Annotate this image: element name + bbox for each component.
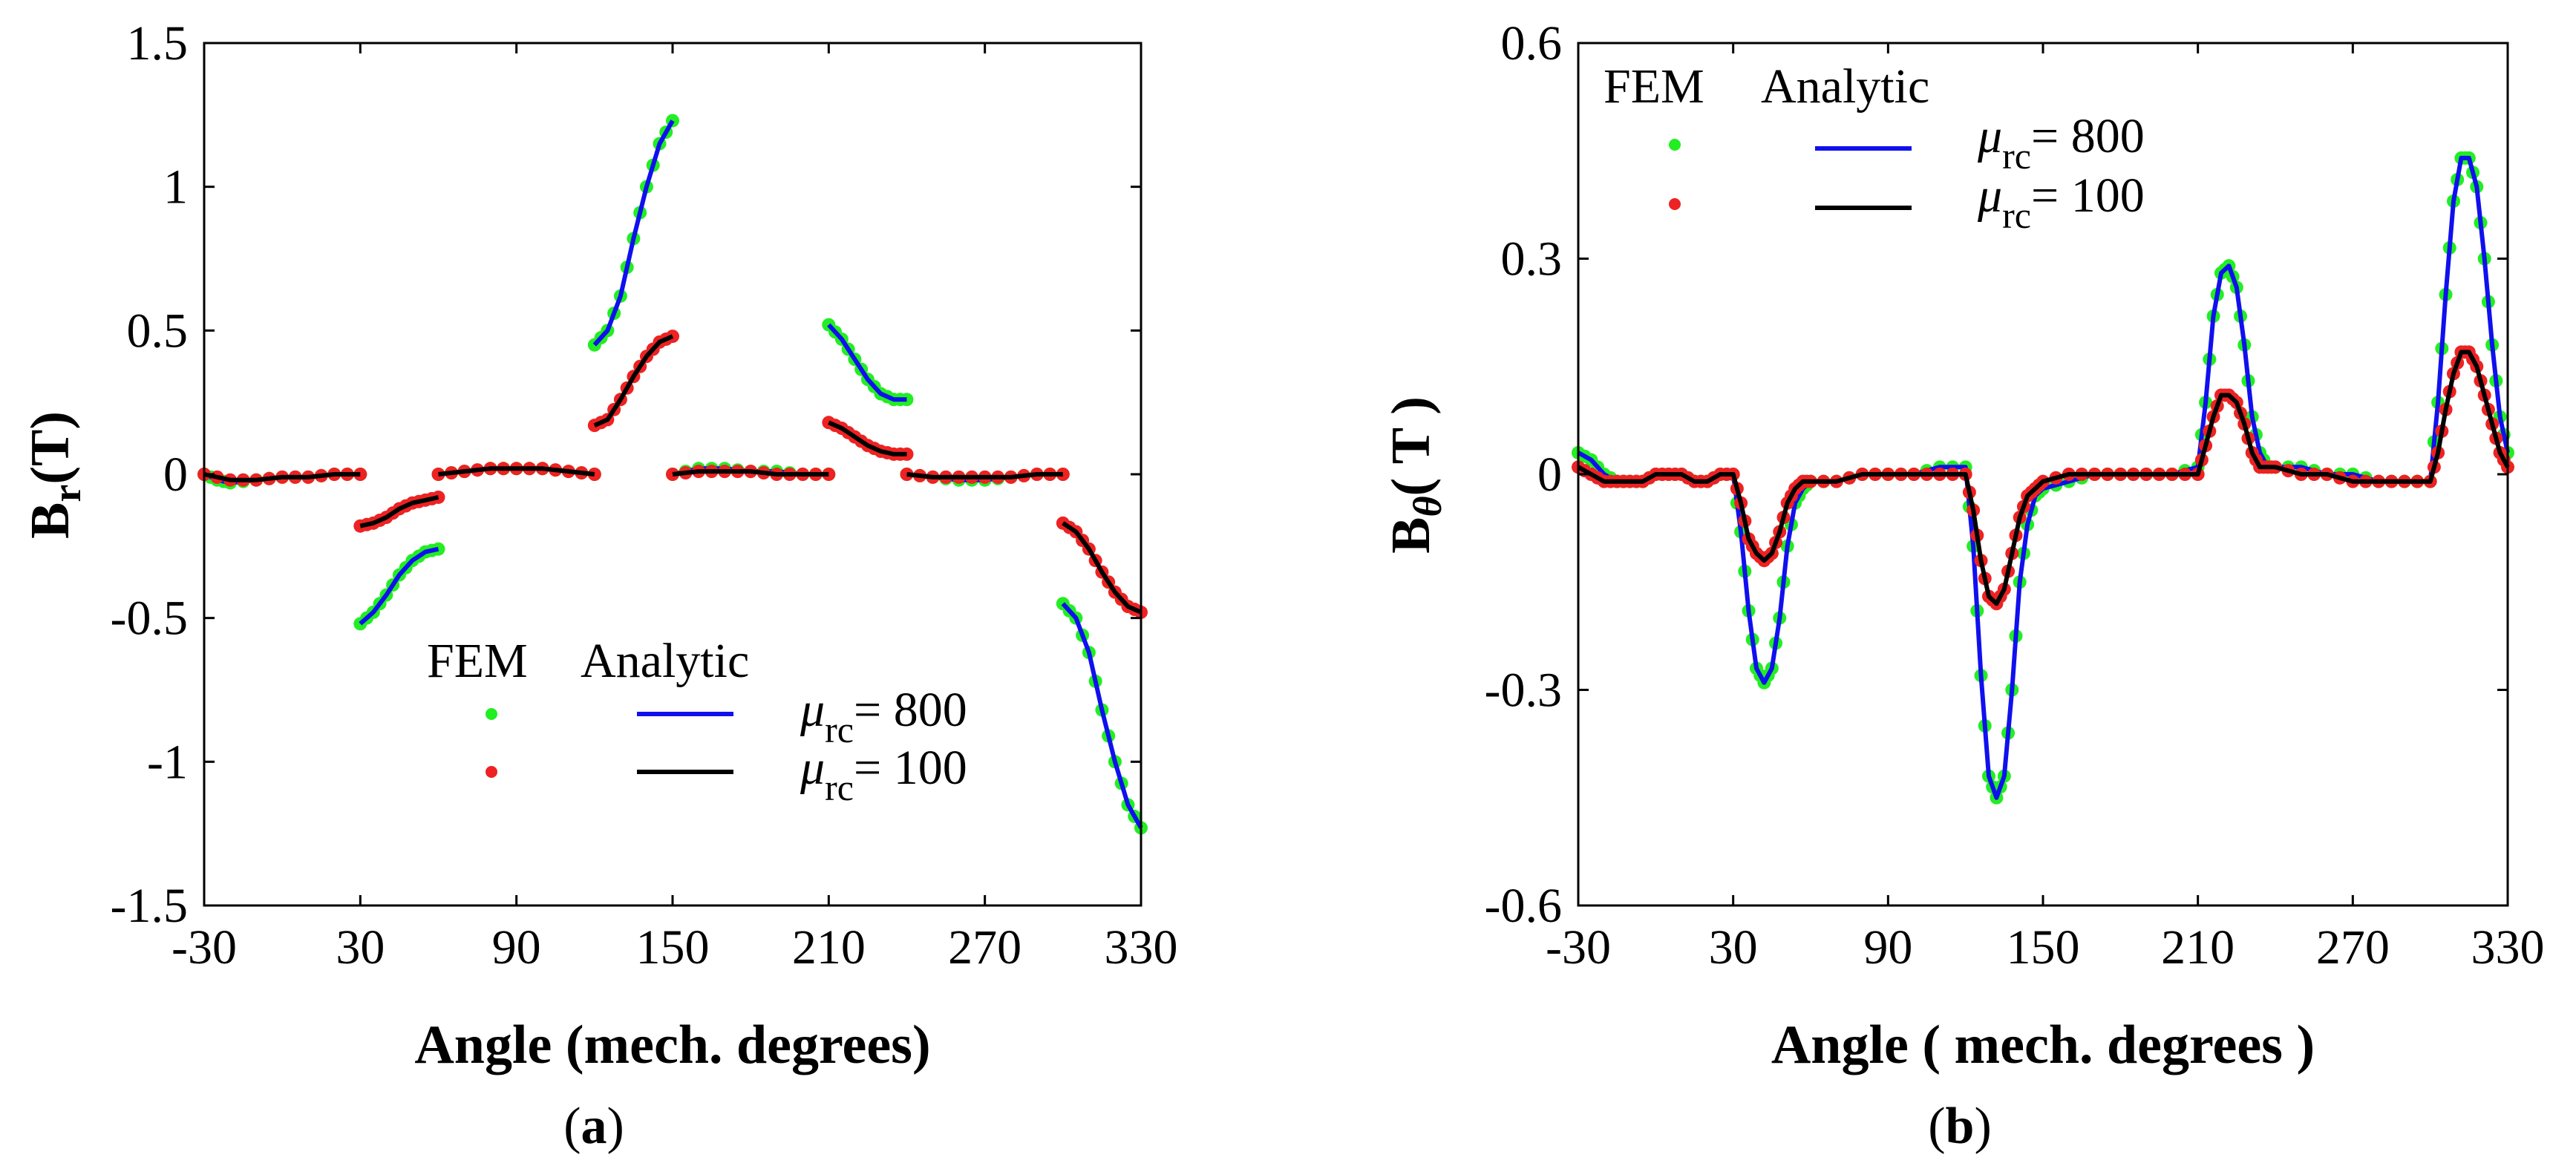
chart-b-y-tick-label: 0: [1537, 448, 1562, 502]
chart-a-x-tick-label: 270: [948, 920, 1021, 975]
chart-a-x-tick-label: -30: [171, 920, 237, 975]
chart-b-y-tick-label: 0.3: [1501, 232, 1563, 286]
chart-a-analytic-line-mu800: [1061, 602, 1143, 829]
chart-a-x-tick-label: 30: [336, 920, 385, 975]
chart-b-legend: FEM Analytic μrc= 800 μrc= 100: [1604, 59, 2145, 236]
legend-a-fem-800-marker: [486, 708, 497, 720]
legend-b-analytic-header: Analytic: [1761, 59, 1929, 114]
chart-a-y-tick-label: 0.5: [127, 304, 189, 358]
chart-b-y-tick-label: -0.6: [1485, 879, 1562, 933]
chart-b-x-axis-label: Angle ( mech. degrees ): [1771, 1015, 2315, 1075]
chart-b-analytic-line-mu100: [1577, 350, 2510, 606]
chart-b-y-tick-label: 0.6: [1501, 16, 1563, 71]
chart-a-fem-point-mu100: [353, 468, 367, 481]
chart-a-fem-point-mu100: [1056, 468, 1070, 481]
chart-a-x-tick-label: 330: [1105, 920, 1178, 975]
chart-a-x-tick-label: 210: [792, 920, 866, 975]
chart-a-fem-point-mu100: [822, 468, 836, 481]
chart-b-x-tick-label: 30: [1709, 920, 1758, 975]
chart-a-ticks: -30 30 90 150 210 270 330 1.5 1 0.5 0 -0.5 -1 -1.5: [111, 16, 1178, 975]
legend-a-entry-100: μrc= 100: [800, 741, 967, 808]
chart-b-ticks: -30 30 90 150 210 270 330 0.6 0.3 0 -0.3 -0.6: [1485, 16, 2545, 975]
chart-a-y-tick-label: -1.5: [111, 879, 188, 933]
chart-a-analytic-line-mu100: [203, 472, 361, 482]
legend-b-entry-800: μrc= 800: [1977, 109, 2145, 177]
chart-b-y-tick-label: -0.3: [1485, 664, 1562, 718]
chart-a-analytic-line-mu100: [906, 472, 1063, 479]
legend-b-fem-800-marker: [1669, 139, 1681, 151]
chart-a-analytic-line-mu100: [1062, 521, 1142, 615]
chart-a-y-tick-label: 1.5: [127, 16, 189, 71]
chart-a-fem-point-mu100: [587, 468, 601, 481]
chart-a-x-axis-label: Angle (mech. degrees): [414, 1015, 930, 1075]
chart-a-y-tick-label: 1: [163, 160, 188, 214]
chart-b-x-tick-label: 330: [2471, 920, 2545, 975]
chart-a-analytic-line-mu100: [672, 469, 829, 476]
chart-b-x-tick-label: 150: [2007, 920, 2080, 975]
chart-a-y-tick-label: -0.5: [111, 592, 188, 646]
chart-b-panel-label: (b): [1928, 1098, 1992, 1155]
chart-a-analytic-line-mu100: [593, 334, 674, 428]
chart-a-y-tick-label: -1: [147, 735, 188, 789]
chart-b-x-tick-label: 270: [2316, 920, 2390, 975]
chart-a-fem-point-mu100: [431, 490, 445, 504]
legend-b-entry-100: μrc= 100: [1977, 168, 2145, 236]
chart-a-x-tick-label: 150: [636, 920, 710, 975]
chart-a-legend: FEM Analytic μrc= 800 μrc= 100: [427, 634, 967, 808]
chart-a-x-tick-label: 90: [492, 920, 541, 975]
legend-a-entry-800: μrc= 800: [800, 683, 967, 750]
chart-b-x-tick-label: 210: [2161, 920, 2235, 975]
chart-b: -30 30 90 150 210 270 330 0.6 0.3 0 -0.3 -0.6 Bθ( T…: [1381, 16, 2545, 1155]
chart-a-data-marks: [197, 114, 1148, 835]
chart-a-analytic-line-mu100: [438, 466, 595, 476]
legend-b-fem-100-marker: [1669, 198, 1681, 210]
chart-a: -30 30 90 150 210 270 330 1.5 1 0.5 0 -0.5 -1 -1.5 Br…: [20, 16, 1178, 1155]
chart-a-analytic-line-mu800: [592, 119, 675, 347]
chart-a-analytic-line-mu800: [359, 546, 439, 626]
chart-a-y-axis-label: Br(T): [20, 411, 89, 539]
chart-b-x-tick-label: -30: [1546, 920, 1611, 975]
legend-b-fem-header: FEM: [1604, 59, 1704, 114]
chart-a-y-tick-label: 0: [163, 448, 188, 502]
chart-a-analytic-line-mu800: [827, 323, 907, 402]
chart-b-x-tick-label: 90: [1863, 920, 1912, 975]
chart-a-analytic-line-mu100: [359, 495, 439, 528]
legend-a-fem-header: FEM: [427, 634, 528, 688]
chart-a-analytic-line-mu100: [828, 420, 907, 456]
chart-b-y-axis-label: Bθ( T ): [1381, 396, 1450, 554]
legend-a-analytic-header: Analytic: [581, 634, 749, 688]
chart-a-panel-label: (a): [563, 1098, 624, 1155]
legend-a-fem-100-marker: [486, 766, 497, 778]
